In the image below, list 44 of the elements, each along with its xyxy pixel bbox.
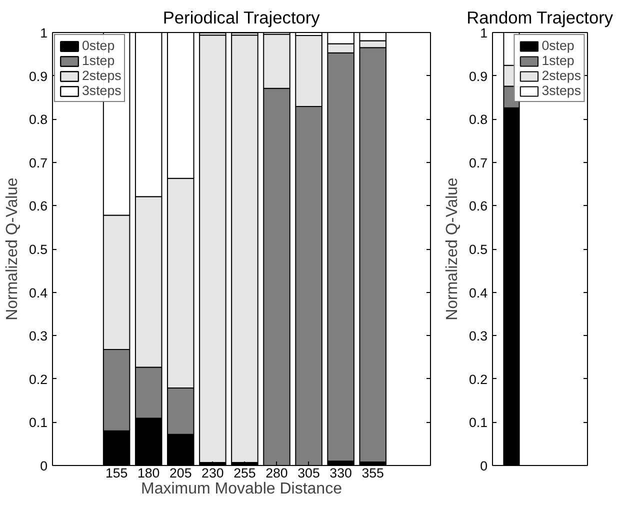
y-tick-label: 0.9 — [468, 68, 488, 84]
x-axis-title: Maximum Movable Distance — [141, 480, 342, 498]
y-tick-label: 0.8 — [468, 112, 488, 128]
legend-label: 2steps — [82, 68, 122, 83]
x-tick-label: 230 — [202, 466, 224, 480]
legend-label: 0step — [542, 38, 574, 53]
y-tick-label: 0.1 — [468, 415, 488, 430]
legend-label: 1step — [82, 53, 115, 68]
x-tick-label: 180 — [137, 466, 160, 480]
y-tick-label: 0.9 — [28, 68, 48, 84]
legend-label: 0step — [82, 38, 115, 53]
y-tick-label: 0.6 — [28, 198, 48, 214]
legend-label: 3steps — [82, 83, 122, 98]
chart-title: Random Trajectory — [466, 8, 614, 28]
y-tick-label: 0.1 — [28, 415, 48, 430]
x-tick-label: 205 — [170, 466, 192, 480]
y-tick-label: 0.3 — [28, 328, 48, 344]
x-tick-label: 355 — [362, 466, 384, 480]
legend-label: 3steps — [542, 83, 581, 98]
x-tick-label: 330 — [330, 466, 352, 480]
y-axis-title: Normalized Q-Value — [4, 177, 21, 320]
y-tick-label: 0.7 — [28, 155, 48, 170]
y-tick-label: 0.4 — [28, 285, 48, 300]
x-tick-label: 155 — [105, 466, 128, 480]
y-tick-label: 0.4 — [468, 285, 488, 300]
y-tick-label: 0 — [480, 458, 488, 474]
y-tick-label: 0.2 — [468, 372, 488, 387]
y-tick-label: 0.7 — [468, 155, 488, 170]
y-tick-label: 0.2 — [28, 372, 48, 387]
y-tick-label: 0.5 — [28, 242, 48, 257]
y-tick-label: 1 — [40, 26, 48, 40]
legend-label: 2steps — [542, 68, 581, 83]
x-tick-label: 280 — [266, 466, 288, 480]
y-tick-label: 1 — [480, 26, 488, 40]
y-tick-label: 0.5 — [468, 242, 488, 257]
y-tick-label: 0 — [40, 458, 48, 474]
y-tick-label: 0.6 — [468, 198, 488, 214]
x-tick-label: 255 — [234, 466, 256, 480]
chart-title: Periodical Trajectory — [162, 8, 320, 28]
legend-label: 1step — [542, 53, 574, 68]
y-axis-title: Normalized Q-Value — [444, 177, 461, 320]
x-tick-label: 305 — [298, 466, 320, 480]
y-tick-label: 0.3 — [468, 328, 488, 344]
y-tick-label: 0.8 — [28, 112, 48, 128]
